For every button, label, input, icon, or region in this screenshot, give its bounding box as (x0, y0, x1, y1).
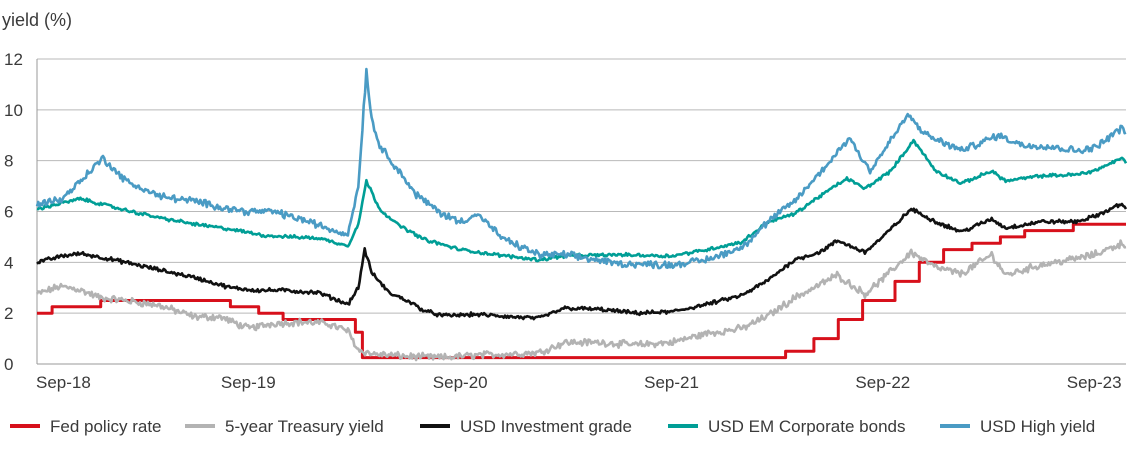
legend-item: USD Investment grade (420, 417, 632, 436)
legend-item: USD High yield (940, 417, 1095, 436)
legend: Fed policy rate 5-year Treasury yield USD … (10, 417, 1095, 436)
x-axis-ticks: Sep-18 Sep-19 Sep-20 Sep-21 Sep-22 Sep-23 (36, 373, 1122, 392)
y-tick-label: 2 (4, 304, 13, 323)
y-tick-label: 4 (4, 253, 13, 272)
series-line-usd-em-corporate-bonds (36, 138, 1128, 263)
series-line-fed-policy-rate (37, 222, 1126, 360)
series-line-5-year-treasury-yield (35, 239, 1127, 362)
x-tick-label: Sep-19 (221, 373, 276, 392)
x-tick-label: Sep-20 (433, 373, 488, 392)
y-tick-label: 10 (4, 101, 23, 120)
gridlines (36, 58, 1126, 365)
y-tick-label: 0 (4, 355, 13, 374)
x-tick-label: Sep-22 (855, 373, 910, 392)
series-lines (35, 67, 1128, 362)
legend-label: Fed policy rate (50, 417, 162, 436)
x-tick-label: Sep-18 (36, 373, 91, 392)
series-line-usd-high-yield (35, 67, 1127, 270)
legend-item: 5-year Treasury yield (185, 417, 384, 436)
y-tick-label: 12 (4, 50, 23, 69)
legend-label: 5-year Treasury yield (225, 417, 384, 436)
y-axis-label: yield (%) (2, 10, 72, 30)
y-axis-ticks: 0 2 4 6 8 10 12 (4, 50, 23, 374)
x-tick-label: Sep-21 (644, 373, 699, 392)
series-line-usd-investment-grade (36, 202, 1128, 321)
y-tick-label: 6 (4, 203, 13, 222)
legend-label: USD High yield (980, 417, 1095, 436)
legend-item: Fed policy rate (10, 417, 162, 436)
legend-label: USD EM Corporate bonds (708, 417, 905, 436)
y-tick-label: 8 (4, 152, 13, 171)
legend-item: USD EM Corporate bonds (668, 417, 905, 436)
x-tick-label: Sep-23 (1067, 373, 1122, 392)
legend-label: USD Investment grade (460, 417, 632, 436)
